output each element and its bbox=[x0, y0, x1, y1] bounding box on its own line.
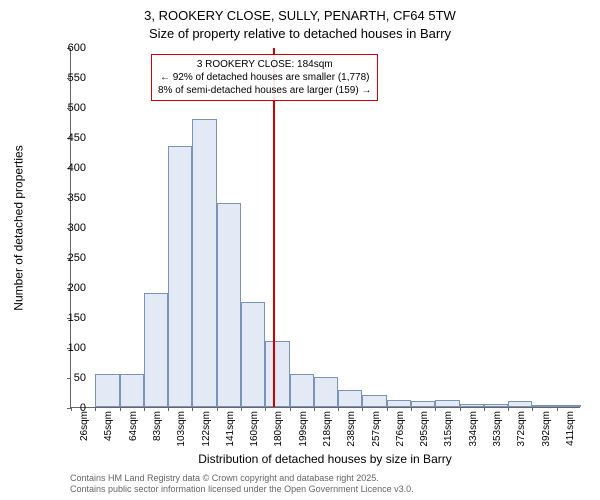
histogram-bar bbox=[314, 377, 338, 407]
x-tick-mark bbox=[265, 407, 266, 411]
y-tick-label: 350 bbox=[36, 192, 86, 204]
histogram-bar bbox=[508, 401, 532, 407]
x-tick-label: 276sqm bbox=[395, 411, 406, 447]
y-tick-label: 400 bbox=[36, 162, 86, 174]
x-tick-mark bbox=[387, 407, 388, 411]
x-tick-mark bbox=[95, 407, 96, 411]
histogram-bar bbox=[168, 146, 192, 407]
x-tick-label: 353sqm bbox=[492, 411, 503, 447]
chart-title-address: 3, ROOKERY CLOSE, SULLY, PENARTH, CF64 5… bbox=[0, 8, 600, 23]
histogram-bar bbox=[460, 404, 484, 407]
histogram-bar bbox=[411, 401, 435, 407]
histogram-bar bbox=[387, 400, 411, 407]
x-tick-label: 334sqm bbox=[468, 411, 479, 447]
attribution-footer: Contains HM Land Registry data © Crown c… bbox=[70, 473, 414, 496]
x-tick-label: 372sqm bbox=[516, 411, 527, 447]
histogram-bar bbox=[435, 400, 459, 407]
x-tick-label: 411sqm bbox=[565, 411, 576, 446]
x-tick-mark bbox=[144, 407, 145, 411]
y-tick-label: 100 bbox=[36, 342, 86, 354]
x-axis-label: Distribution of detached houses by size … bbox=[70, 452, 580, 466]
y-tick-label: 600 bbox=[36, 42, 86, 54]
y-tick-label: 450 bbox=[36, 132, 86, 144]
histogram-bar bbox=[192, 119, 216, 407]
x-tick-mark bbox=[532, 407, 533, 411]
y-axis-label: Number of detached properties bbox=[12, 48, 26, 408]
histogram-bar bbox=[362, 395, 386, 407]
x-tick-mark bbox=[508, 407, 509, 411]
annotation-smaller: ← 92% of detached houses are smaller (1,… bbox=[158, 71, 371, 84]
x-tick-label: 199sqm bbox=[298, 411, 309, 447]
histogram-bar bbox=[144, 293, 168, 407]
annotation-title: 3 ROOKERY CLOSE: 184sqm bbox=[158, 58, 371, 71]
y-tick-label: 0 bbox=[36, 402, 86, 414]
chart-container: 3, ROOKERY CLOSE, SULLY, PENARTH, CF64 5… bbox=[0, 0, 600, 500]
histogram-bar bbox=[338, 390, 362, 407]
x-tick-mark bbox=[217, 407, 218, 411]
reference-line bbox=[273, 48, 275, 407]
histogram-bar bbox=[532, 405, 556, 407]
x-tick-mark bbox=[460, 407, 461, 411]
x-tick-label: 103sqm bbox=[176, 411, 187, 447]
chart-title-description: Size of property relative to detached ho… bbox=[0, 26, 600, 41]
x-tick-mark bbox=[192, 407, 193, 411]
plot-area: 26sqm45sqm64sqm83sqm103sqm122sqm141sqm16… bbox=[70, 48, 580, 408]
x-tick-label: 180sqm bbox=[273, 411, 284, 447]
footer-line1: Contains HM Land Registry data © Crown c… bbox=[70, 473, 414, 485]
histogram-bar bbox=[95, 374, 119, 407]
y-tick-label: 500 bbox=[36, 102, 86, 114]
y-tick-label: 150 bbox=[36, 312, 86, 324]
histogram-bar bbox=[557, 405, 581, 407]
histogram-bar bbox=[265, 341, 289, 407]
x-tick-label: 26sqm bbox=[79, 411, 90, 441]
x-tick-mark bbox=[314, 407, 315, 411]
histogram-bar bbox=[484, 404, 508, 407]
y-tick-label: 50 bbox=[36, 372, 86, 384]
y-tick-label: 200 bbox=[36, 282, 86, 294]
x-tick-label: 238sqm bbox=[346, 411, 357, 447]
histogram-bar bbox=[120, 374, 144, 407]
footer-line2: Contains public sector information licen… bbox=[70, 484, 414, 496]
histogram-bar bbox=[241, 302, 265, 407]
x-tick-mark bbox=[557, 407, 558, 411]
x-tick-label: 392sqm bbox=[541, 411, 552, 447]
x-tick-mark bbox=[411, 407, 412, 411]
x-tick-label: 160sqm bbox=[249, 411, 260, 447]
x-tick-mark bbox=[290, 407, 291, 411]
x-tick-label: 141sqm bbox=[225, 411, 236, 447]
annotation-box: 3 ROOKERY CLOSE: 184sqm ← 92% of detache… bbox=[151, 54, 378, 101]
x-tick-mark bbox=[435, 407, 436, 411]
annotation-larger: 8% of semi-detached houses are larger (1… bbox=[158, 84, 371, 97]
x-tick-mark bbox=[120, 407, 121, 411]
x-tick-label: 295sqm bbox=[419, 411, 430, 447]
x-tick-label: 83sqm bbox=[152, 411, 163, 441]
x-tick-mark bbox=[362, 407, 363, 411]
x-tick-mark bbox=[484, 407, 485, 411]
histogram-bar bbox=[217, 203, 241, 407]
x-tick-label: 315sqm bbox=[443, 411, 454, 447]
x-tick-label: 218sqm bbox=[322, 411, 333, 447]
x-tick-label: 45sqm bbox=[103, 411, 114, 441]
x-tick-label: 122sqm bbox=[201, 411, 212, 447]
x-tick-mark bbox=[338, 407, 339, 411]
x-tick-label: 64sqm bbox=[128, 411, 139, 441]
y-tick-label: 550 bbox=[36, 72, 86, 84]
x-tick-label: 257sqm bbox=[371, 411, 382, 447]
y-tick-label: 250 bbox=[36, 252, 86, 264]
y-tick-label: 300 bbox=[36, 222, 86, 234]
x-tick-mark bbox=[168, 407, 169, 411]
x-tick-mark bbox=[241, 407, 242, 411]
histogram-bar bbox=[290, 374, 314, 407]
